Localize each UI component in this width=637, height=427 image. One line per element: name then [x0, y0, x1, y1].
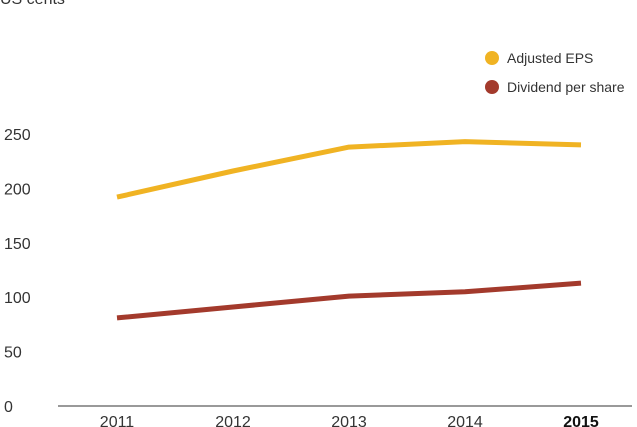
series-line-1	[116, 139, 582, 200]
y-tick-label: 200	[4, 181, 31, 198]
x-tick-label: 2014	[447, 414, 483, 427]
x-tick-label: 2011	[100, 414, 135, 427]
legend-label: Dividend per share	[507, 79, 625, 95]
x-tick-label: 2012	[215, 414, 251, 427]
legend: Adjusted EPS Dividend per share	[485, 50, 625, 95]
x-axis-ticks: 2011 2012 2013 2014 2015	[100, 414, 599, 427]
legend-marker-icon	[485, 80, 499, 94]
x-tick-label: 2013	[331, 414, 367, 427]
legend-label: Adjusted EPS	[507, 50, 593, 66]
x-tick-label: 2015	[563, 414, 599, 427]
series-lines	[116, 139, 582, 321]
y-tick-label: 100	[4, 290, 31, 307]
y-tick-label: 150	[4, 236, 31, 253]
y-tick-label: 250	[4, 127, 31, 144]
series-line-2	[116, 280, 582, 321]
y-unit-label: US cents	[0, 0, 65, 9]
legend-marker-icon	[485, 51, 499, 65]
y-tick-label: 50	[4, 345, 22, 362]
y-axis-ticks: 0 50 100 150 200 250	[4, 127, 31, 416]
y-tick-label: 0	[4, 399, 13, 416]
